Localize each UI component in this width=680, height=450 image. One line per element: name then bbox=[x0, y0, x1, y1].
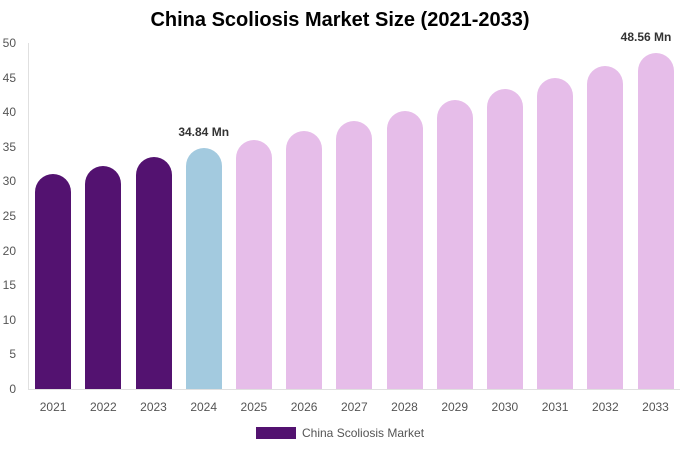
bar-2029[interactable] bbox=[436, 99, 473, 389]
y-tick-label: 0 bbox=[9, 382, 16, 396]
y-tick-label: 30 bbox=[2, 174, 16, 189]
bar-2024[interactable] bbox=[185, 147, 222, 389]
y-tick-label: 40 bbox=[2, 105, 16, 120]
bar-2025[interactable] bbox=[235, 139, 272, 389]
x-tick-label: 2029 bbox=[441, 400, 469, 414]
x-tick-label: 2021 bbox=[39, 400, 67, 414]
y-tick-label: 10 bbox=[2, 312, 16, 327]
bar-2033[interactable] bbox=[637, 52, 674, 389]
chart-title: China Scoliosis Market Size (2021-2033) bbox=[150, 9, 530, 31]
data-label: 48.56 Mn bbox=[620, 29, 672, 44]
x-tick-label: 2032 bbox=[591, 400, 619, 414]
bar-2031[interactable] bbox=[537, 77, 574, 389]
bar-2028[interactable] bbox=[386, 110, 423, 389]
legend[interactable]: China Scoliosis Market bbox=[256, 426, 424, 440]
y-tick-label: 50 bbox=[2, 36, 16, 50]
bar-2027[interactable] bbox=[336, 121, 373, 389]
y-tick-label: 15 bbox=[2, 278, 16, 293]
y-tick-label: 20 bbox=[2, 243, 16, 258]
y-tick-label: 5 bbox=[9, 347, 16, 362]
x-tick-label: 2024 bbox=[190, 400, 218, 414]
bar-2030[interactable] bbox=[486, 88, 523, 389]
bar-2021[interactable] bbox=[35, 173, 72, 389]
bar-2032[interactable] bbox=[587, 65, 624, 389]
x-tick-label: 2023 bbox=[140, 400, 167, 414]
data-label: 34.84 Mn bbox=[178, 124, 230, 139]
bar-2026[interactable] bbox=[286, 130, 323, 389]
x-tick-label: 2025 bbox=[240, 400, 268, 414]
x-tick-label: 2026 bbox=[290, 400, 318, 414]
x-tick-label: 2028 bbox=[391, 400, 418, 414]
x-tick-label: 2030 bbox=[491, 400, 519, 414]
x-tick-label: 2033 bbox=[642, 400, 669, 414]
y-tick-label: 35 bbox=[2, 139, 16, 154]
x-tick-label: 2031 bbox=[541, 400, 569, 414]
legend-label: China Scoliosis Market bbox=[302, 426, 425, 440]
y-axis-line bbox=[28, 43, 29, 389]
y-tick-label: 25 bbox=[2, 209, 16, 223]
legend-swatch bbox=[256, 427, 296, 439]
y-tick-label: 45 bbox=[2, 70, 16, 85]
x-axis-line bbox=[28, 389, 680, 390]
x-tick-label: 2022 bbox=[89, 400, 117, 414]
bar-2023[interactable] bbox=[135, 157, 172, 389]
x-tick-label: 2027 bbox=[340, 400, 368, 414]
bar-2022[interactable] bbox=[85, 166, 122, 389]
